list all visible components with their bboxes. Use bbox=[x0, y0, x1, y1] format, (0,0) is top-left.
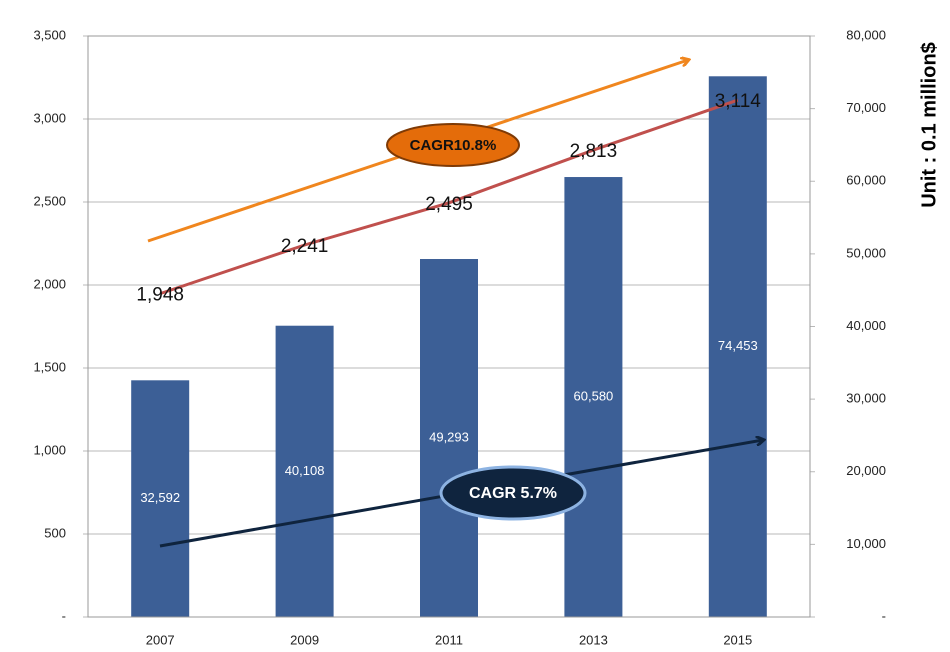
unit-label: Unit : 0.1 million$ bbox=[918, 42, 940, 208]
line-value-label: 2,241 bbox=[281, 236, 329, 257]
y2-tick-label: 10,000 bbox=[846, 536, 886, 551]
y2-tick-label: 40,000 bbox=[846, 318, 886, 333]
y2-tick-label: 50,000 bbox=[846, 245, 886, 260]
y2-tick-label: - bbox=[882, 608, 886, 623]
x-tick-label: 2009 bbox=[290, 632, 319, 647]
bar-value-label: 40,108 bbox=[285, 463, 325, 478]
annotation: CAGR 5.7% bbox=[469, 485, 557, 502]
bar bbox=[708, 76, 767, 617]
bar bbox=[420, 259, 478, 617]
x-tick-label: 2011 bbox=[435, 632, 463, 647]
y-tick-label: 2,500 bbox=[33, 193, 66, 208]
annotation: CAGR10.8% bbox=[410, 137, 497, 154]
plot-border bbox=[87, 35, 811, 618]
y-tick-label: 3,500 bbox=[33, 27, 66, 42]
bar-value-label: 49,293 bbox=[429, 429, 469, 444]
y-tick-label: 1,000 bbox=[33, 442, 66, 457]
bar bbox=[131, 380, 190, 617]
x-tick-label: 2015 bbox=[723, 632, 752, 647]
line bbox=[159, 98, 739, 296]
y-tick-label: 500 bbox=[44, 525, 66, 540]
y2-tick-label: 20,000 bbox=[846, 463, 886, 478]
bar bbox=[564, 177, 623, 617]
y-tick-label: 3,000 bbox=[33, 110, 66, 125]
cagr-badge bbox=[386, 123, 520, 167]
y2-tick-label: 60,000 bbox=[846, 173, 886, 188]
line-value-label: 2,495 bbox=[425, 194, 473, 215]
bar-value-label: 60,580 bbox=[574, 388, 614, 403]
y2-tick-label: 70,000 bbox=[846, 100, 886, 115]
bar-value-label: 32,592 bbox=[140, 490, 180, 505]
bar-value-label: 74,453 bbox=[718, 338, 758, 353]
cagr-badge bbox=[439, 465, 587, 521]
x-tick-label: 2013 bbox=[579, 632, 608, 647]
y2-tick-label: 80,000 bbox=[846, 27, 886, 42]
y-tick-label: 1,500 bbox=[33, 359, 66, 374]
line-value-label: 1,948 bbox=[136, 285, 184, 306]
y-tick-label: - bbox=[62, 608, 66, 623]
y-tick-label: 2,000 bbox=[33, 276, 66, 291]
x-tick-label: 2007 bbox=[146, 632, 175, 647]
bar bbox=[275, 325, 334, 617]
y2-tick-label: 30,000 bbox=[846, 391, 886, 406]
line-value-label: 2,813 bbox=[570, 141, 618, 162]
line-value-label: 3,114 bbox=[715, 91, 762, 112]
